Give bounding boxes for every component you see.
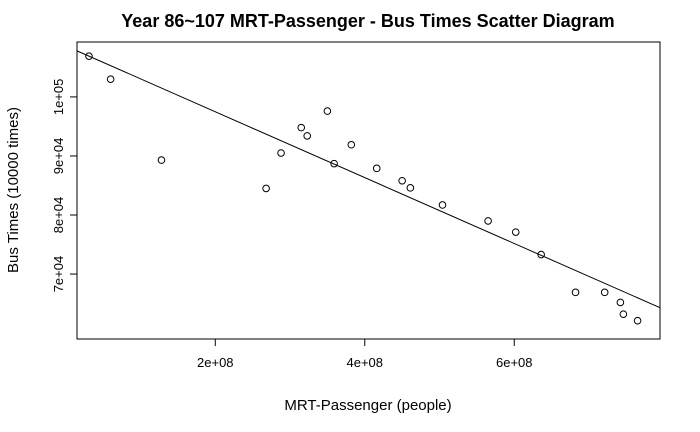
x-tick-label: 6e+08 — [496, 355, 533, 370]
data-point — [85, 52, 93, 60]
data-point — [633, 316, 642, 325]
y-axis: 7e+04 8e+04 9e+04 1e+05 — [51, 79, 77, 293]
data-point — [537, 250, 545, 259]
plot-frame — [76, 41, 661, 340]
data-point — [511, 228, 520, 236]
regression-line — [76, 50, 661, 309]
data-point — [157, 156, 166, 164]
x-tick-label: 2e+08 — [197, 355, 234, 370]
data-point — [398, 176, 406, 185]
data-point — [347, 140, 356, 149]
data-point — [277, 149, 285, 157]
y-tick-label: 7e+04 — [51, 256, 66, 293]
x-axis: 2e+08 4e+08 6e+08 — [197, 339, 533, 370]
data-point — [616, 298, 625, 307]
data-point — [571, 288, 580, 297]
data-point — [619, 310, 628, 319]
data-point — [330, 159, 338, 168]
data-point — [323, 107, 332, 115]
y-tick-label: 1e+05 — [51, 79, 66, 116]
data-point — [297, 123, 306, 132]
data-point — [600, 288, 609, 297]
data-point — [484, 217, 492, 225]
chart-title: Year 86~107 MRT-Passenger - Bus Times Sc… — [121, 11, 614, 31]
data-point — [262, 184, 270, 193]
y-tick-label: 9e+04 — [51, 138, 66, 175]
data-point — [438, 201, 447, 209]
data-point — [372, 164, 381, 173]
data-point — [303, 132, 312, 140]
data-point — [106, 75, 115, 83]
regression-line-group — [76, 50, 661, 309]
data-points — [85, 52, 642, 325]
data-point — [406, 184, 415, 192]
y-axis-label: Bus Times (10000 times) — [5, 107, 22, 273]
x-axis-label: MRT-Passenger (people) — [284, 397, 451, 414]
y-tick-label: 8e+04 — [51, 197, 66, 234]
x-tick-label: 4e+08 — [347, 355, 384, 370]
